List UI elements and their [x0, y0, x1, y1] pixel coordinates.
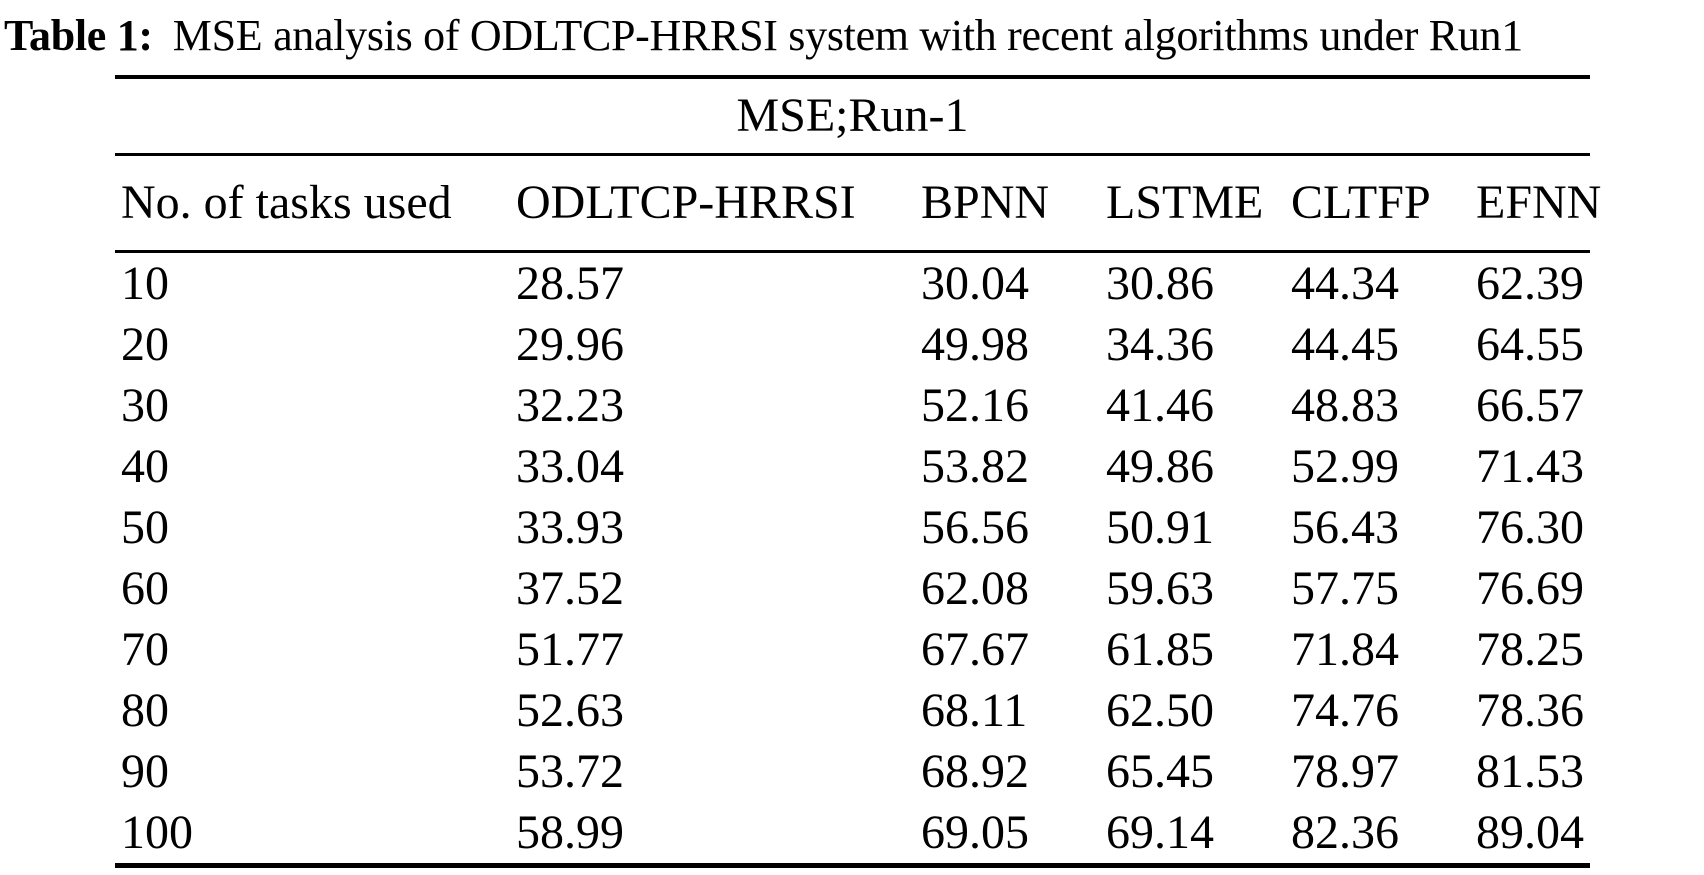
table-cell: 59.63 [1106, 561, 1214, 615]
table-row: 40 33.04 53.82 49.86 52.99 71.43 [115, 436, 1590, 497]
table-cell-tasks: 50 [121, 500, 169, 554]
table-cell: 48.83 [1291, 378, 1399, 432]
table-cell: 62.39 [1476, 256, 1584, 310]
table-cell: 68.92 [921, 744, 1029, 798]
table-cell: 44.34 [1291, 256, 1399, 310]
table-cell: 64.55 [1476, 317, 1584, 371]
table-cell: 62.08 [921, 561, 1029, 615]
table-cell: 51.77 [516, 622, 624, 676]
table-cell: 53.82 [921, 439, 1029, 493]
table-cell: 52.63 [516, 683, 624, 737]
table-cell: 56.56 [921, 500, 1029, 554]
table-cell: 28.57 [516, 256, 624, 310]
table-caption: Table 1: MSE analysis of ODLTCP-HRRSI sys… [0, 0, 1704, 63]
column-header-bpnn: BPNN [915, 154, 1100, 253]
table-cell: 74.76 [1291, 683, 1399, 737]
table-cell: 65.45 [1106, 744, 1214, 798]
table-cell: 71.43 [1476, 439, 1584, 493]
table-cell: 32.23 [516, 378, 624, 432]
table-row: 70 51.77 67.67 61.85 71.84 78.25 [115, 619, 1590, 680]
column-header-odltcp-hrrsi: ODLTCP-HRRSI [510, 154, 915, 253]
table-cell: 78.97 [1291, 744, 1399, 798]
table-cell: 30.04 [921, 256, 1029, 310]
table-cell: 81.53 [1476, 744, 1584, 798]
column-header-efnn: EFNN [1470, 154, 1601, 253]
table-row: 80 52.63 68.11 62.50 74.76 78.36 [115, 680, 1590, 741]
table-cell: 76.69 [1476, 561, 1584, 615]
table-cell-tasks: 30 [121, 378, 169, 432]
table-cell: 58.99 [510, 802, 915, 868]
table-cell: 53.72 [516, 744, 624, 798]
table-cell: 69.14 [1100, 802, 1285, 868]
table-cell: 49.98 [921, 317, 1029, 371]
table-cell: 82.36 [1285, 802, 1470, 868]
table-header-row: No. of tasks used ODLTCP-HRRSI BPNN LSTM… [115, 154, 1601, 253]
table-cell: 29.96 [516, 317, 624, 371]
table-cell-tasks: 60 [121, 561, 169, 615]
table-cell: 76.30 [1476, 500, 1584, 554]
table-cell: 69.05 [915, 802, 1100, 868]
table-cell: 44.45 [1291, 317, 1399, 371]
table-group-header-row: MSE;Run-1 [115, 75, 1590, 156]
table-row: 50 33.93 56.56 50.91 56.43 76.30 [115, 497, 1590, 558]
table-cell: 33.04 [516, 439, 624, 493]
table-cell: 52.16 [921, 378, 1029, 432]
table-cell: 71.84 [1291, 622, 1399, 676]
table-cell-tasks: 10 [121, 256, 169, 310]
table-cell: 68.11 [921, 683, 1028, 737]
table-row: 60 37.52 62.08 59.63 57.75 76.69 [115, 558, 1590, 619]
column-header-tasks: No. of tasks used [115, 154, 510, 253]
table-cell: 52.99 [1291, 439, 1399, 493]
table-row: 30 32.23 52.16 41.46 48.83 66.57 [115, 375, 1590, 436]
column-header-lstme: LSTME [1100, 154, 1285, 253]
table-cell-tasks: 20 [121, 317, 169, 371]
table-cell: 78.25 [1476, 622, 1584, 676]
table-cell: 33.93 [516, 500, 624, 554]
table-cell: 34.36 [1106, 317, 1214, 371]
table-cell: 49.86 [1106, 439, 1214, 493]
table-cell: 50.91 [1106, 500, 1214, 554]
table-cell-tasks: 40 [121, 439, 169, 493]
table-group-header: MSE;Run-1 [115, 75, 1590, 156]
column-header-cltfp: CLTFP [1285, 154, 1470, 253]
table-cell: 57.75 [1291, 561, 1399, 615]
table-cell: 89.04 [1470, 802, 1590, 868]
table-cell: 56.43 [1291, 500, 1399, 554]
table-cell-tasks: 70 [121, 622, 169, 676]
table-row: 10 28.57 30.04 30.86 44.34 62.39 [115, 252, 1590, 315]
table-row: 20 29.96 49.98 34.36 44.45 64.55 [115, 314, 1590, 375]
table-cell-tasks: 90 [121, 744, 169, 798]
table-cell-tasks: 100 [115, 802, 510, 868]
table-cell: 61.85 [1106, 622, 1214, 676]
table-cell: 37.52 [516, 561, 624, 615]
table-caption-label: Table 1: [4, 11, 153, 60]
table-cell: 78.36 [1476, 683, 1584, 737]
table-row: 100 58.99 69.05 69.14 82.36 89.04 [115, 802, 1590, 868]
table-row: 90 53.72 68.92 65.45 78.97 81.53 [115, 741, 1590, 802]
table-cell: 66.57 [1476, 378, 1584, 432]
table-cell: 30.86 [1106, 256, 1214, 310]
table-cell-tasks: 80 [121, 683, 169, 737]
mse-results-table: MSE;Run-1 No. of tasks used ODLTCP-HRRSI… [115, 75, 1601, 868]
table-cell: 41.46 [1106, 378, 1214, 432]
table-cell: 67.67 [921, 622, 1029, 676]
table-cell: 62.50 [1106, 683, 1214, 737]
table-caption-text: MSE analysis of ODLTCP-HRRSI system with… [172, 11, 1523, 60]
